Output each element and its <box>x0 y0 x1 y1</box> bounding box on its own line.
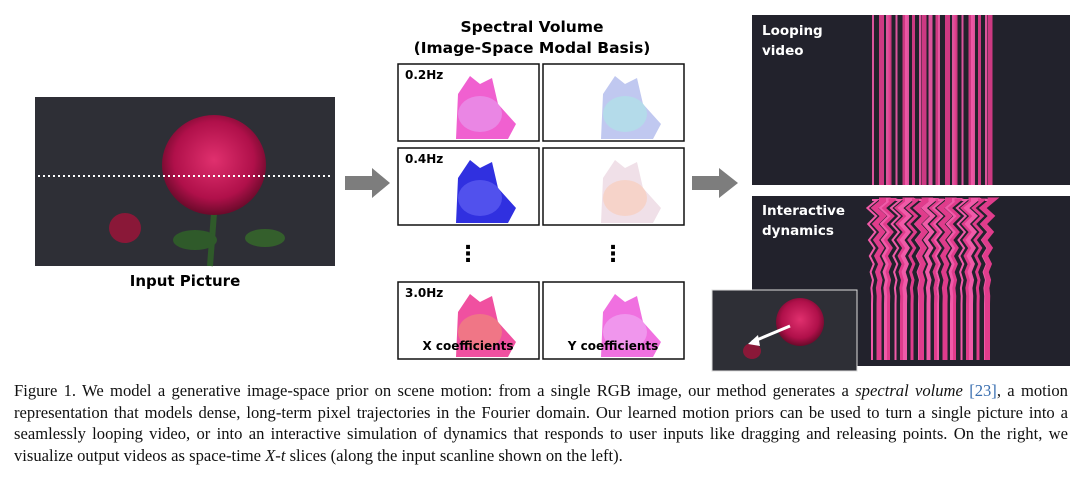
stripe <box>979 197 1000 360</box>
interactive-label: Interactive <box>762 203 845 219</box>
drag-arrow-head <box>748 335 760 346</box>
stripe <box>971 15 975 185</box>
looping-label: Looping <box>762 23 823 39</box>
stripe <box>905 198 922 360</box>
stripe <box>881 198 898 360</box>
mode-blob <box>603 96 647 132</box>
stripe <box>919 15 921 185</box>
frequency-label: 3.0Hz <box>405 286 443 300</box>
stripe <box>912 15 915 185</box>
y-label: Y coefficients <box>567 339 659 353</box>
stripe <box>928 198 945 360</box>
figure: Input Picture Spectral Volume (Image-Spa… <box>35 15 1070 372</box>
caption: Figure 1. We model a generative image-sp… <box>14 380 1068 466</box>
stripe <box>945 15 950 185</box>
citation[interactable]: [23] <box>969 381 997 400</box>
arrow <box>345 168 390 198</box>
stripe <box>905 15 909 185</box>
mode-blob <box>603 180 647 216</box>
stripe <box>955 199 970 360</box>
ellipsis: ⋮ <box>457 242 479 267</box>
stripe <box>978 15 981 185</box>
stripe <box>954 15 958 185</box>
stripe <box>935 15 939 185</box>
rose <box>776 298 824 346</box>
mode-blob <box>458 96 502 132</box>
leaf <box>173 230 217 250</box>
frequency-label: 0.4Hz <box>405 152 443 166</box>
stripe <box>921 15 927 185</box>
looping-label: video <box>762 43 804 59</box>
ellipsis: ⋮ <box>602 242 624 267</box>
stripe <box>879 15 884 185</box>
input-label: Input Picture <box>130 272 241 290</box>
rose-small <box>109 213 141 243</box>
stripe <box>920 198 940 360</box>
stripe <box>985 15 987 185</box>
mode-blob <box>458 180 502 216</box>
stripe <box>938 15 940 185</box>
stripe <box>895 15 898 185</box>
stripe <box>987 15 993 185</box>
spectral-title: Spectral Volume <box>461 18 604 36</box>
looping-video <box>752 15 1070 185</box>
leaf <box>245 229 285 247</box>
stripe <box>944 198 963 360</box>
interactive-label: dynamics <box>762 223 834 239</box>
rose-small <box>743 343 761 359</box>
caption-emphasis: spectral volume <box>855 381 963 400</box>
stripe <box>952 15 956 185</box>
stripe <box>928 15 933 185</box>
spectral-title: (Image-Space Modal Basis) <box>414 39 651 57</box>
stripe <box>936 197 957 360</box>
caption-text: , a motion representation that models de… <box>14 381 1068 465</box>
stripe <box>865 199 880 360</box>
stripe <box>888 15 892 185</box>
stripe <box>963 198 982 360</box>
stripe <box>878 198 897 360</box>
mode-blob <box>603 314 647 350</box>
caption-math: X-t <box>265 445 286 465</box>
stripe <box>913 197 934 360</box>
x-label: X coefficients <box>422 339 513 353</box>
stripe <box>870 197 891 360</box>
caption-text: slices (along the input scanline shown o… <box>285 445 623 465</box>
stripe <box>947 198 964 360</box>
stripe <box>971 198 988 360</box>
stripe <box>961 15 964 185</box>
mode-blob <box>458 314 502 350</box>
caption-text: Figure 1. We model a generative image-sp… <box>14 381 856 400</box>
stripe <box>897 198 916 360</box>
rose <box>162 115 266 215</box>
stripe <box>889 199 904 360</box>
stripe <box>886 15 890 185</box>
arrow <box>692 168 738 198</box>
frequency-label: 0.2Hz <box>405 68 443 82</box>
stripe <box>931 199 946 360</box>
stripe <box>872 15 874 185</box>
